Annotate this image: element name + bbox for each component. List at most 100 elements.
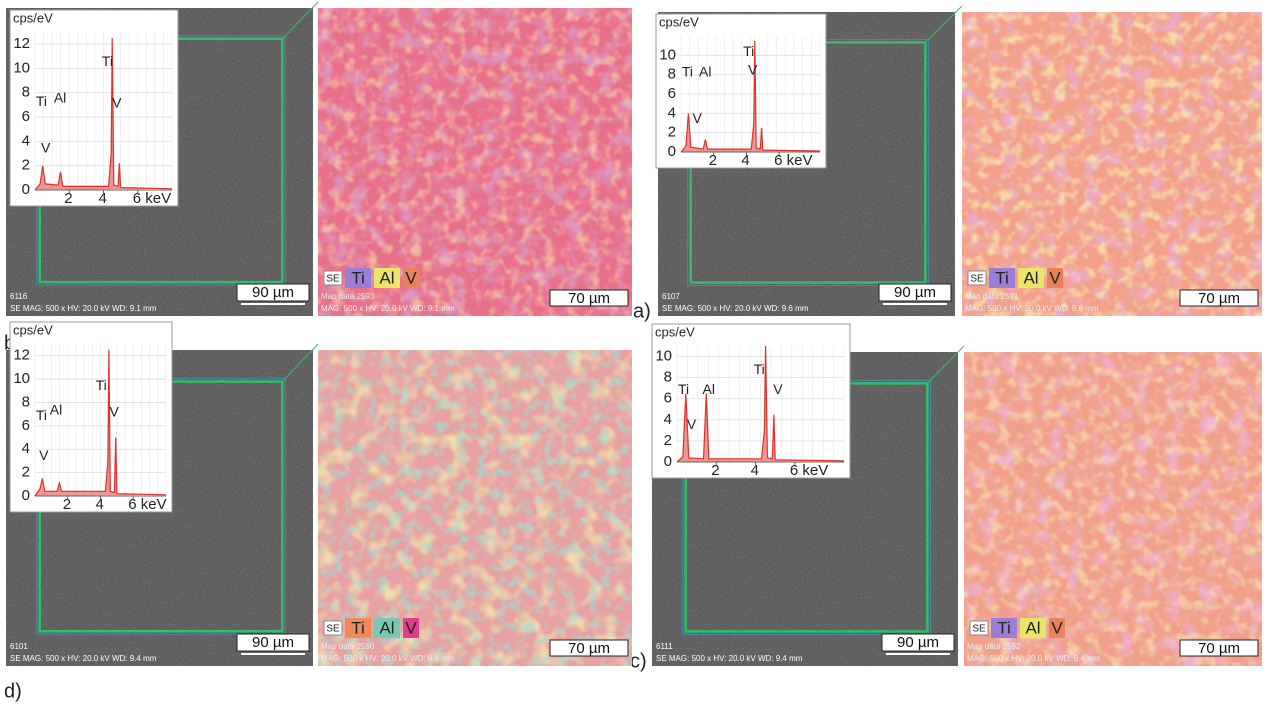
y-axis-label: cps/eV <box>13 10 53 25</box>
legend-label: Ti <box>995 268 1009 287</box>
y-tick-label: 6 <box>664 390 672 407</box>
peak-label: V <box>110 404 120 420</box>
panel-label: d) <box>4 680 22 702</box>
peak-label: Ti <box>682 63 693 79</box>
legend-label: SE <box>972 624 986 635</box>
peak-label: Ti <box>96 377 107 393</box>
se-id: 6116 <box>10 292 28 301</box>
y-tick-label: 6 <box>22 417 30 434</box>
map-footer: MAG: 500 x HV: 20.0 kV WD: 9.1 mm <box>321 304 455 313</box>
legend-label: Al <box>1025 618 1040 637</box>
x-tick-label: 4 <box>741 152 749 169</box>
panel-label: a) <box>633 300 651 322</box>
peak-label: Ti <box>36 407 47 423</box>
peak-label: Ti <box>102 53 113 69</box>
y-tick-label: 12 <box>13 347 30 364</box>
legend-label: Al <box>379 618 394 637</box>
figure: a)b)c)d)6116SE MAG: 500 x HV: 20.0 kV WD… <box>0 0 1267 702</box>
se-id: 6107 <box>662 292 680 301</box>
x-tick-label: 6 keV <box>128 496 166 513</box>
map-id: Map data 2593 <box>321 292 375 301</box>
y-tick-label: 10 <box>659 46 676 63</box>
x-tick-label: 4 <box>99 190 107 207</box>
se-footer: SE MAG: 500 x HV: 20.0 kV WD: 9.6 mm <box>662 304 809 313</box>
x-tick-label: 2 <box>64 190 72 207</box>
map-id: Map data 2590 <box>321 642 375 651</box>
map-footer: MAG: 500 x HV: 20.0 kV WD: 9.4 mm <box>321 654 455 663</box>
peak-label: V <box>748 62 758 78</box>
se-footer: SE MAG: 500 x HV: 20.0 kV WD: 9.4 mm <box>10 654 157 663</box>
y-tick-label: 6 <box>22 108 30 125</box>
scale-label: 70 µm <box>568 290 610 307</box>
legend-label: V <box>1049 268 1061 287</box>
peak-label: V <box>773 381 783 397</box>
legend-label: Al <box>379 268 394 287</box>
x-tick-label: 6 keV <box>774 152 812 169</box>
y-tick-label: 0 <box>22 487 30 504</box>
y-tick-label: 2 <box>22 464 30 481</box>
y-tick-label: 8 <box>664 369 672 386</box>
map-footer: MAG: 500 x HV: 20.0 kV WD: 9.4 mm <box>967 654 1101 663</box>
x-tick-label: 4 <box>751 462 759 479</box>
legend-label: Al <box>1023 268 1038 287</box>
se-id: 6111 <box>656 642 673 651</box>
peak-label: V <box>692 110 702 126</box>
spectrum-inset <box>652 324 850 478</box>
peak-label: Al <box>50 401 62 417</box>
peak-label: V <box>39 447 49 463</box>
legend-label: Ti <box>351 618 365 637</box>
legend-label: V <box>405 268 417 287</box>
peak-label: Ti <box>743 43 754 59</box>
scale-label: 90 µm <box>252 284 294 301</box>
y-tick-label: 8 <box>22 393 30 410</box>
x-tick-label: 2 <box>709 152 717 169</box>
y-tick-label: 4 <box>22 440 30 457</box>
y-axis-label: cps/eV <box>13 322 53 337</box>
x-tick-label: 2 <box>711 462 719 479</box>
scale-label: 70 µm <box>1198 640 1240 657</box>
x-tick-label: 2 <box>63 496 71 513</box>
y-axis-label: cps/eV <box>659 14 699 29</box>
y-tick-label: 0 <box>22 181 30 198</box>
x-tick-label: 6 keV <box>790 462 828 479</box>
se-footer: SE MAG: 500 x HV: 20.0 kV WD: 9.1 mm <box>10 304 157 313</box>
peak-label: Al <box>703 381 715 397</box>
scale-label: 70 µm <box>568 640 610 657</box>
y-tick-label: 10 <box>655 348 672 365</box>
y-tick-label: 2 <box>664 432 672 449</box>
scale-label: 90 µm <box>252 634 294 651</box>
se-footer: SE MAG: 500 x HV: 20.0 kV WD: 9.4 mm <box>656 654 803 663</box>
legend-label: Ti <box>351 268 365 287</box>
y-tick-label: 6 <box>668 85 676 102</box>
spectrum-inset <box>656 14 826 168</box>
peak-label: V <box>112 94 122 110</box>
peak-label: Ti <box>754 361 765 377</box>
peak-label: Ti <box>36 93 47 109</box>
map-id: Map data 2591 <box>965 292 1019 301</box>
map-id: Map data 2592 <box>967 642 1021 651</box>
x-tick-label: 4 <box>96 496 104 513</box>
legend-label: V <box>1051 618 1063 637</box>
scale-label: 90 µm <box>894 284 936 301</box>
y-tick-label: 10 <box>13 370 30 387</box>
scale-label: 70 µm <box>1198 290 1240 307</box>
y-tick-label: 0 <box>668 143 676 160</box>
peak-label: V <box>41 139 51 155</box>
legend-label: V <box>405 618 417 637</box>
y-tick-label: 0 <box>664 453 672 470</box>
peak-label: Al <box>699 63 711 79</box>
legend-label: Ti <box>997 618 1011 637</box>
y-axis-label: cps/eV <box>655 324 695 339</box>
peak-label: V <box>687 416 697 432</box>
y-tick-label: 2 <box>22 157 30 174</box>
se-id: 6101 <box>10 642 28 651</box>
y-tick-label: 2 <box>668 124 676 141</box>
scale-label: 90 µm <box>897 634 939 651</box>
y-tick-label: 4 <box>664 411 672 428</box>
panel-label: c) <box>630 650 647 672</box>
y-tick-label: 4 <box>22 132 30 149</box>
y-tick-label: 12 <box>13 35 30 52</box>
legend-label: SE <box>970 274 984 285</box>
peak-label: Ti <box>678 381 689 397</box>
y-tick-label: 8 <box>668 66 676 83</box>
